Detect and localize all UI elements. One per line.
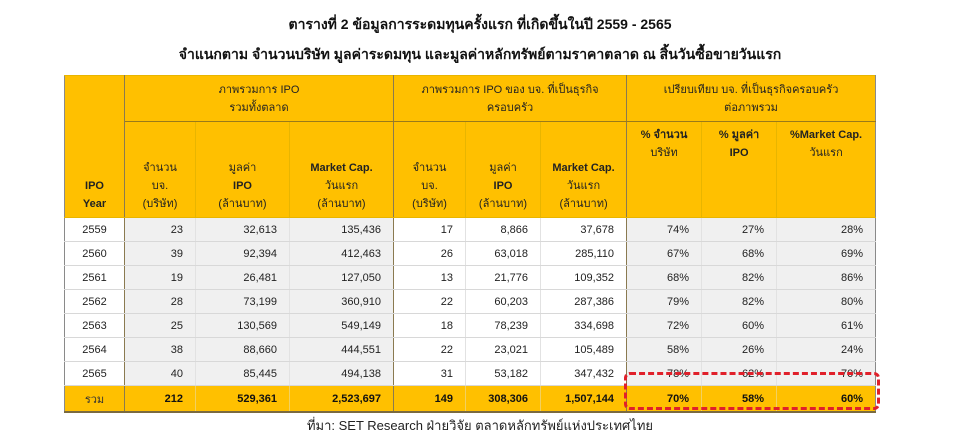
group-header-comparison: เปรียบเทียบ บจ. ที่เป็นธุรกิจครอบครัว ต่…: [626, 75, 877, 122]
cell-family-count: 13: [393, 265, 467, 290]
cell-family-count: 17: [393, 217, 467, 242]
cell-all-count: 28: [124, 289, 196, 314]
cell-family-ipo: 23,021: [465, 337, 542, 362]
cell-all-count: 38: [124, 337, 196, 362]
cell-pct-count: 58%: [626, 337, 703, 362]
table-row: 2564 38 88,660 444,551 22 23,021 105,489…: [64, 337, 877, 362]
col-header-family-ipo: มูลค่า IPO (ล้านบาท): [465, 121, 542, 218]
col-header-pct-ipo: % มูลค่า IPO: [701, 121, 778, 218]
cell-family-ipo: 53,182: [465, 361, 542, 386]
cell-all-mcap: 135,436: [289, 217, 395, 242]
cell-family-mcap: 334,698: [540, 313, 628, 338]
cell-family-mcap: 347,432: [540, 361, 628, 386]
cell-year: 2562: [64, 289, 125, 314]
cell-all-count: 25: [124, 313, 196, 338]
cell-pct-count: 68%: [626, 265, 703, 290]
cell-all-ipo: 85,445: [195, 361, 290, 386]
col-header-family-count: จำนวน บจ. (บริษัท): [393, 121, 467, 218]
col-header-pct-count: % จำนวน บริษัท: [626, 121, 703, 218]
cell-year: 2563: [64, 313, 125, 338]
total-family-ipo: 308,306: [465, 385, 542, 413]
cell-family-mcap: 105,489: [540, 337, 628, 362]
cell-family-count: 18: [393, 313, 467, 338]
cell-pct-count: 74%: [626, 217, 703, 242]
cell-pct-mcap: 80%: [776, 289, 877, 314]
cell-pct-ipo: 82%: [701, 265, 778, 290]
source-note: ที่มา: SET Research ฝ่ายวิจัย ตลาดหลักทร…: [306, 418, 654, 433]
cell-all-ipo: 88,660: [195, 337, 290, 362]
cell-pct-ipo: 82%: [701, 289, 778, 314]
table-row: 2559 23 32,613 135,436 17 8,866 37,678 7…: [64, 217, 877, 242]
cell-all-mcap: 549,149: [289, 313, 395, 338]
cell-pct-count: 72%: [626, 313, 703, 338]
cell-family-count: 22: [393, 337, 467, 362]
cell-year: 2561: [64, 265, 125, 290]
cell-year: 2565: [64, 361, 125, 386]
cell-all-mcap: 444,551: [289, 337, 395, 362]
total-row: รวม 212 529,361 2,523,697 149 308,306 1,…: [64, 385, 877, 413]
cell-pct-mcap: 24%: [776, 337, 877, 362]
cell-all-mcap: 360,910: [289, 289, 395, 314]
col-header-pct-mcap: %Market Cap. วันแรก: [776, 121, 877, 218]
cell-pct-mcap: 86%: [776, 265, 877, 290]
cell-family-ipo: 78,239: [465, 313, 542, 338]
cell-pct-ipo: 26%: [701, 337, 778, 362]
cell-year: 2560: [64, 241, 125, 266]
cell-family-count: 31: [393, 361, 467, 386]
cell-family-mcap: 37,678: [540, 217, 628, 242]
table-subtitle: จำแนกตาม จำนวนบริษัท มูลค่าระดมทุน และมู…: [178, 46, 782, 62]
col-header-all-count: จำนวน บจ. (บริษัท): [124, 121, 196, 218]
cell-pct-mcap: 69%: [776, 241, 877, 266]
cell-family-count: 22: [393, 289, 467, 314]
cell-pct-count: 67%: [626, 241, 703, 266]
table-row: 2561 19 26,481 127,050 13 21,776 109,352…: [64, 265, 877, 290]
col-header-all-ipo: มูลค่า IPO (ล้านบาท): [195, 121, 290, 218]
table-row: 2563 25 130,569 549,149 18 78,239 334,69…: [64, 313, 877, 338]
cell-pct-ipo: 27%: [701, 217, 778, 242]
cell-family-ipo: 21,776: [465, 265, 542, 290]
total-label: รวม: [64, 385, 125, 413]
total-all-mcap: 2,523,697: [289, 385, 395, 413]
cell-family-mcap: 285,110: [540, 241, 628, 266]
cell-family-ipo: 60,203: [465, 289, 542, 314]
total-all-count: 212: [124, 385, 196, 413]
cell-all-count: 23: [124, 217, 196, 242]
table-title: ตารางที่ 2 ข้อมูลการระดมทุนครั้งแรก ที่เ…: [288, 16, 672, 32]
cell-family-ipo: 63,018: [465, 241, 542, 266]
cell-all-ipo: 26,481: [195, 265, 290, 290]
cell-all-count: 19: [124, 265, 196, 290]
cell-all-ipo: 130,569: [195, 313, 290, 338]
cell-pct-count: 79%: [626, 289, 703, 314]
cell-all-ipo: 32,613: [195, 217, 290, 242]
dashed-highlight-box: [624, 372, 880, 410]
cell-all-ipo: 92,394: [195, 241, 290, 266]
cell-year: 2559: [64, 217, 125, 242]
cell-all-count: 39: [124, 241, 196, 266]
col-header-all-mcap: Market Cap. วันแรก (ล้านบาท): [288, 121, 395, 218]
cell-family-mcap: 109,352: [540, 265, 628, 290]
cell-all-mcap: 494,138: [289, 361, 395, 386]
group-header-family-business: ภาพรวมการ IPO ของ บจ. ที่เป็นธุรกิจ ครอบ…: [393, 75, 628, 122]
table-row: 2560 39 92,394 412,463 26 63,018 285,110…: [64, 241, 877, 266]
group-header-all-market: ภาพรวมการ IPO รวมทั้งตลาด: [123, 75, 395, 122]
cell-all-mcap: 127,050: [289, 265, 395, 290]
cell-family-ipo: 8,866: [465, 217, 542, 242]
total-all-ipo: 529,361: [195, 385, 290, 413]
cell-pct-mcap: 61%: [776, 313, 877, 338]
cell-all-ipo: 73,199: [195, 289, 290, 314]
col-header-family-mcap: Market Cap. วันแรก (ล้านบาท): [540, 121, 628, 218]
table-row: 2562 28 73,199 360,910 22 60,203 287,386…: [64, 289, 877, 314]
total-family-mcap: 1,507,144: [540, 385, 628, 413]
year-header: IPO Year: [64, 75, 125, 218]
total-family-count: 149: [393, 385, 467, 413]
ipo-data-table: IPO Year ภาพรวมการ IPO รวมทั้งตลาด ภาพรว…: [64, 75, 877, 413]
cell-all-mcap: 412,463: [289, 241, 395, 266]
cell-all-count: 40: [124, 361, 196, 386]
cell-year: 2564: [64, 337, 125, 362]
cell-family-mcap: 287,386: [540, 289, 628, 314]
cell-pct-ipo: 60%: [701, 313, 778, 338]
cell-family-count: 26: [393, 241, 467, 266]
cell-pct-mcap: 28%: [776, 217, 877, 242]
cell-pct-ipo: 68%: [701, 241, 778, 266]
